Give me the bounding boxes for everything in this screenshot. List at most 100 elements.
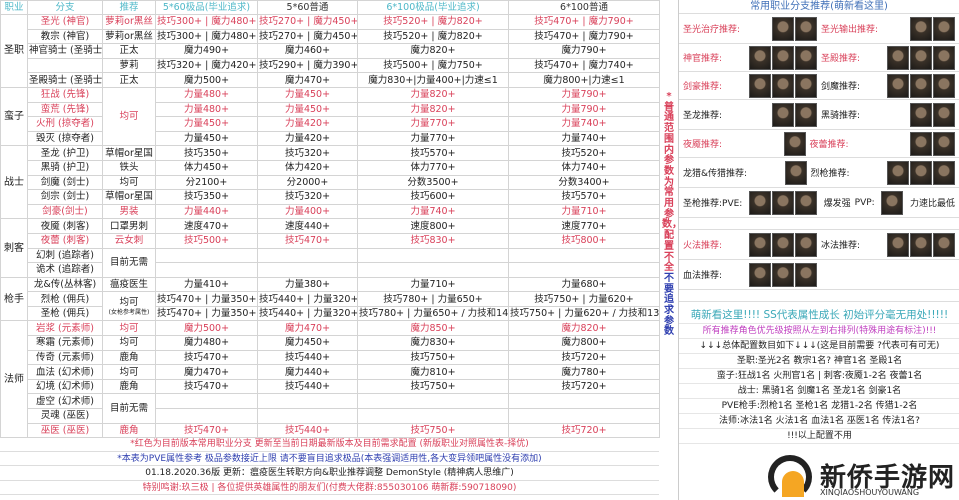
value-cell: 力量680+ xyxy=(508,276,660,293)
recommend-cell: 鹿角 xyxy=(102,422,156,439)
watermark-text: 新侨手游网 xyxy=(820,463,956,493)
config-summary: 萌新看这里!!!! SS代表属性成长 初始评分毫无用处!!!!! 所有推荐角色优先… xyxy=(679,306,959,444)
value-cell: 技巧750+ xyxy=(357,422,509,439)
recommend-row: 圣龙推荐: 黑骑推荐: xyxy=(679,100,959,130)
recommend-label: 圣枪推荐:PVE: xyxy=(683,199,743,209)
recommend-text: 鹿角 xyxy=(119,424,139,436)
portrait-group xyxy=(887,160,956,185)
hero-portrait-icon xyxy=(933,73,955,98)
recommend-item: 火法推荐: xyxy=(681,232,819,257)
recommend-cell: 萝莉or黑丝 xyxy=(102,14,156,30)
value-cell xyxy=(257,262,358,278)
watermark-subtext: XINQIAOSHOUYOUWANG xyxy=(820,488,920,497)
value-cell: 分数3400+ xyxy=(508,174,660,191)
recommend-item: 夜蕾推荐: xyxy=(808,131,958,156)
recommend-row: 夜魇推荐: 夜蕾推荐: xyxy=(679,130,959,158)
value-cell: 力量820+ xyxy=(357,86,509,103)
hero-portrait-icon xyxy=(794,190,817,215)
value-cell: 魔力790+ xyxy=(508,43,660,59)
value-cell xyxy=(155,393,258,410)
recommend-row: 龙猎&传猎推荐: 烈枪推荐: xyxy=(679,158,959,188)
value-cell xyxy=(508,262,660,278)
branch-cell: 狂战 (先锋) xyxy=(27,86,103,103)
hero-portrait-icon xyxy=(771,190,794,215)
value-cell: 魔力480+ xyxy=(155,335,258,351)
value-cell: 魔力450+ xyxy=(257,335,358,351)
portrait-group xyxy=(749,232,817,257)
value-cell xyxy=(155,247,258,264)
hero-portrait-icon xyxy=(749,73,771,98)
column-header: 分支 xyxy=(27,0,103,15)
value-cell: 技巧520+ | 魔力820+ xyxy=(357,14,509,30)
table-row: 神官骑士 (圣骑士) 正太 魔力490+ 魔力460+ 魔力820+ 魔力790+ xyxy=(1,43,660,59)
portrait-group xyxy=(910,16,955,41)
portrait-group xyxy=(783,131,806,156)
recommend-label: 圣光治疗推荐: xyxy=(683,25,741,35)
table-row: 法师 岩浆 (元素师) 均可 魔力500+ 魔力470+ 魔力850+ 魔力820+ xyxy=(0,320,660,439)
hero-portrait-icon xyxy=(772,73,794,98)
value-cell: 技巧720+ xyxy=(508,378,660,395)
value-cell xyxy=(257,247,358,264)
recommend-item: 剑豪推荐: xyxy=(681,73,819,98)
hero-portrait-icon xyxy=(910,131,932,156)
value-cell: 力量740+ xyxy=(508,116,660,132)
recommend-item: 剑魔推荐: xyxy=(819,73,957,98)
table-row: 战士 圣龙 (护卫) 草帽or星国 技巧350+ 技巧320+ 技巧570+ 技巧520+ xyxy=(0,145,660,220)
attribute-table: 职业 分支 推荐 5*60极品(毕业追求) 5*60普通 6*100极品(毕业追求) 6*1… xyxy=(0,0,660,439)
recommend-cell: 正太 xyxy=(102,72,156,88)
column-header: 职业 xyxy=(0,0,28,15)
value-cell: 技巧470+ | 魔力740+ xyxy=(508,57,660,74)
value-cell: 技巧470+ xyxy=(257,232,358,249)
hero-portrait-icon xyxy=(795,232,817,257)
value-cell: 技巧270+ | 魔力450+ xyxy=(257,28,358,45)
value-cell: 技巧750+ | 力量620+ xyxy=(508,291,660,307)
recommend-row: 圣枪推荐:PVE: 爆发强 PVP: 力速比最低 xyxy=(679,188,959,218)
footer-notes: *红色为目前版本常用职业分支 更新至当前日期最新版本及目前需求配置 (新版职业对… xyxy=(0,437,659,495)
hero-portrait-icon xyxy=(887,45,909,70)
table-row: 刺客 夜魇 (刺客) 口罩男刺 速度470+ 速度440+ 速度800+ 速度770+ xyxy=(0,218,660,278)
table-row: 剑宗 (剑士) 草帽or星国 技巧350+ 技巧320+ 技巧600+ 技巧570+ xyxy=(1,189,660,205)
recommend-cell: 均可 (女枪参考属性) xyxy=(102,291,156,322)
recommend-text: 鹿角 xyxy=(119,381,139,393)
table-row: 教宗 (神官) 萝莉or黑丝 技巧300+ | 魔力480+ 技巧270+ | 魔力4… xyxy=(1,28,660,45)
value-cell: 力量740+ xyxy=(357,203,509,220)
value-cell: 魔力820+ xyxy=(508,320,660,337)
table-row: 寒霜 (元素师) 均可 魔力480+ 魔力450+ 魔力830+ 魔力800+ xyxy=(1,335,660,351)
recommend-row xyxy=(679,290,959,302)
value-cell: 分数3500+ xyxy=(357,174,509,191)
table-row: 剑豪(剑士) 男装 力量440+ 力量400+ 力量740+ 力量710+ xyxy=(1,203,660,220)
recommend-text: 正太 xyxy=(119,45,139,57)
branch-cell: 蛮荒 (先锋) xyxy=(27,101,103,118)
value-cell: 魔力820+ xyxy=(357,43,509,59)
value-cell: 力量710+ xyxy=(508,203,660,220)
value-cell: 技巧750+ xyxy=(357,378,509,395)
table-row: 血法 (幻术师) 均可 魔力470+ 魔力440+ 魔力810+ 魔力780+ xyxy=(1,364,660,380)
recommend-item: 龙猎&传猎推荐: xyxy=(681,160,809,185)
footer-note: 01.18.2020.36版 更新：瘟疫医生转职方向&职业推荐调整 DemonS… xyxy=(0,466,659,481)
table-row: 烈枪 (佣兵) 均可 (女枪参考属性) 技巧470+ | 力量350+ 技巧440+ |… xyxy=(1,291,660,322)
value-cell: 技巧320+ xyxy=(257,189,358,205)
value-cell: 魔力470+ xyxy=(257,72,358,88)
value-cell: 魔力500+ xyxy=(155,320,258,337)
recommend-cell: 草帽or星国 xyxy=(102,145,156,161)
recommend-text: 均可 xyxy=(119,111,139,123)
summary-line: 战士: 黑骑1名 剑魔1名 圣龙1名 剑豪1名 xyxy=(679,384,959,399)
recommend-label: 圣光输出推荐: xyxy=(821,25,879,35)
branch-cell: 圣龙 (护卫) xyxy=(27,145,103,161)
logo-house-icon xyxy=(782,471,804,497)
summary-line: 法师:冰法1名 火法1名 血法1名 巫医1名 传法1名? xyxy=(679,414,959,429)
hero-portrait-icon xyxy=(795,16,817,41)
branch-cell: 剑宗 (剑士) xyxy=(27,189,103,205)
recommend-item: 黑骑推荐: xyxy=(819,102,957,127)
value-cell: 技巧750+ xyxy=(357,349,509,366)
footer-note: *红色为目前版本常用职业分支 更新至当前日期最新版本及目前需求配置 (新版职业对… xyxy=(0,437,659,452)
value-cell: 魔力830+ xyxy=(357,335,509,351)
value-cell: 体力420+ xyxy=(257,159,358,176)
recommend-cell: 目前无需 xyxy=(102,247,156,278)
branch-cell xyxy=(27,57,103,74)
recommend-text: 萝莉 xyxy=(119,60,139,72)
recommend-cell: 均可 xyxy=(102,320,156,337)
table-row: 圣职 圣光 (神官) 萝莉or黑丝 技巧300+ | 魔力480+ 技巧270+ | 魔… xyxy=(0,14,660,88)
recommend-text: 均可 xyxy=(119,176,139,188)
recommend-cell: 目前无需 xyxy=(102,393,156,424)
